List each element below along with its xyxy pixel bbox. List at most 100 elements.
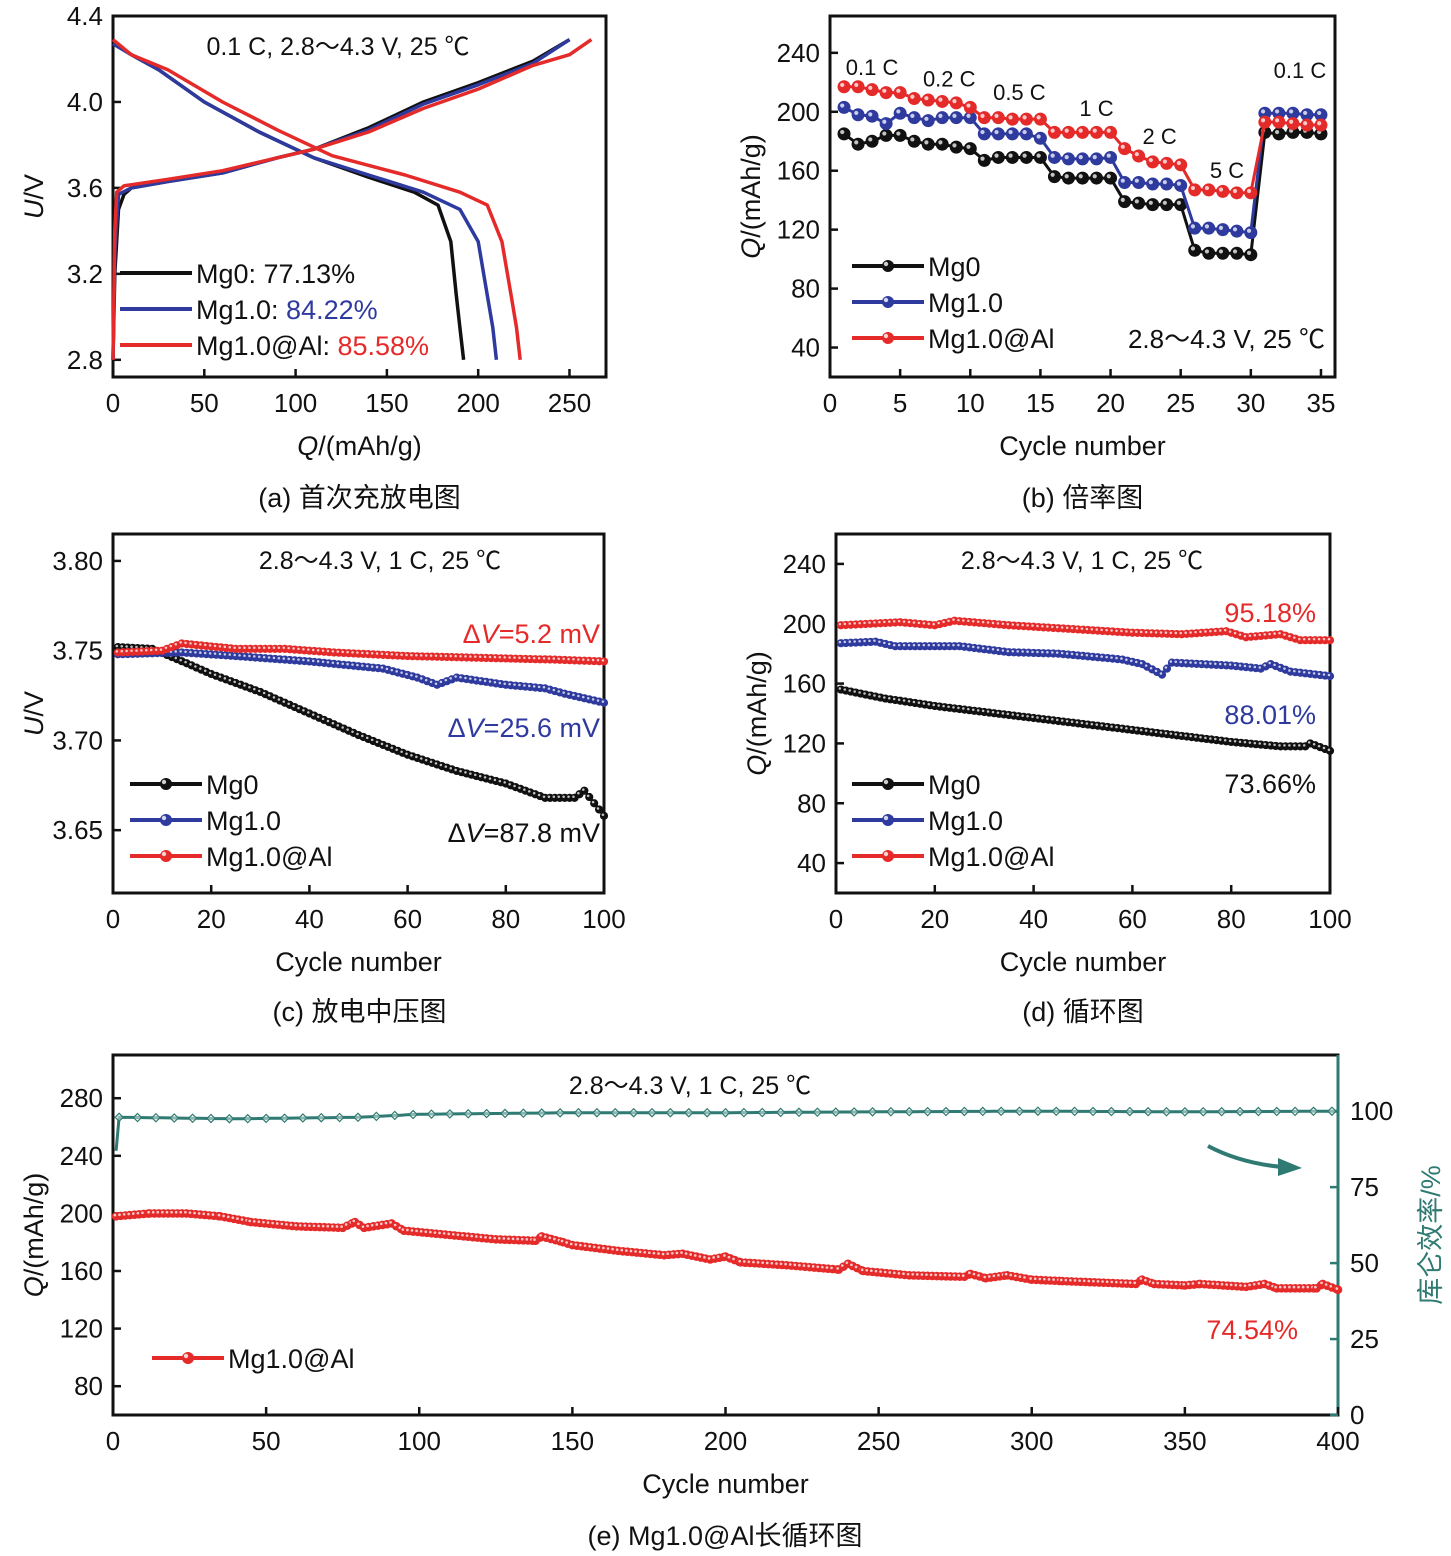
mid-voltage-Mg1.0-point-highlight: [385, 667, 389, 671]
charge-curve-Mg1.0@Al: [111, 38, 593, 360]
capacity-Mg1.0@Al-point-highlight: [1023, 1276, 1026, 1279]
x-tick-label: 100: [274, 388, 317, 418]
mid-voltage-Mg1.0-point-highlight: [434, 682, 438, 685]
capacity-Mg1.0@Al-point-highlight: [1165, 1282, 1169, 1285]
mid-voltage-Mg1.0-point-highlight: [297, 658, 300, 661]
cycling-Mg1.0-point-highlight: [1199, 661, 1202, 665]
x-tick-label: 0: [106, 904, 120, 934]
capacity-Mg1.0@Al-point-highlight: [1174, 1282, 1178, 1286]
cycling-Mg1.0-point-highlight: [976, 646, 980, 649]
rate-Mg1.0@Al-point-highlight: [896, 88, 901, 93]
legend-label: Mg1.0: [206, 806, 281, 836]
capacity-Mg1.0@Al-point-highlight: [784, 1262, 787, 1266]
coulombic-efficiency-point: [720, 1107, 731, 1118]
mid-voltage-Mg1.0-point-highlight: [459, 675, 462, 679]
mid-voltage-Mg0-point-highlight: [582, 788, 585, 791]
mid-voltage-Mg1.0-point-highlight: [370, 665, 374, 668]
capacity-Mg1.0@Al-point-highlight: [285, 1223, 288, 1226]
y-tick-label: 280: [60, 1083, 103, 1113]
capacity-Mg1.0@Al-point-highlight: [1202, 1281, 1205, 1285]
capacity-Mg1.0@Al-point-highlight: [850, 1263, 853, 1267]
cycling-Mg0-point-highlight: [1075, 721, 1079, 724]
x-tick-label: 60: [1118, 904, 1147, 934]
rate-Mg1.0@Al-point-highlight: [1162, 159, 1167, 164]
delta-v-label: ΔV=25.6 mV: [448, 713, 600, 743]
mid-voltage-Mg0-point-highlight: [537, 793, 541, 797]
rate-Mg1.0@Al-point-highlight: [994, 113, 999, 118]
mid-voltage-Mg1.0@Al-point-highlight: [567, 657, 570, 661]
cycling-Mg0-point-highlight: [1036, 716, 1039, 719]
rate-Mg1.0@Al-point-highlight: [1106, 128, 1111, 133]
capacity-Mg1.0@Al-point-highlight: [465, 1234, 469, 1237]
capacity-Mg1.0@Al-point-highlight: [1018, 1275, 1022, 1278]
capacity-Mg1.0@Al-point-highlight: [723, 1254, 726, 1257]
capacity-Mg1.0@Al-point-highlight: [732, 1257, 735, 1261]
capacity-Mg1.0@Al-point-highlight: [920, 1273, 924, 1276]
cycling-Mg0-point-highlight: [1179, 733, 1182, 737]
mid-voltage-Mg0-point-highlight: [174, 656, 178, 660]
mid-voltage-Mg1.0-point-highlight: [361, 664, 364, 667]
x-axis-label: Cycle number: [275, 947, 442, 977]
coulombic-efficiency-point: [224, 1113, 235, 1124]
capacity-Mg1.0@Al-point-highlight: [211, 1213, 215, 1216]
cycling-Mg1.0@Al-point-highlight: [1135, 630, 1138, 634]
capacity-Mg1.0@Al-point-highlight: [821, 1265, 824, 1269]
mid-voltage-Mg0-point: [585, 792, 594, 802]
cycling-Mg1.0@Al-point-highlight: [922, 622, 926, 625]
rate-Mg1.0@Al-point: [1188, 183, 1202, 197]
mid-voltage-Mg1.0-point-highlight: [272, 656, 276, 660]
rate-Mg1.0@Al-point-highlight: [1289, 119, 1294, 124]
legend-series-name: Mg1.0@Al: [228, 1344, 354, 1374]
capacity-Mg1.0@Al-point-highlight: [352, 1219, 356, 1223]
rate-Mg0-point-highlight: [1204, 249, 1210, 254]
mid-voltage-Mg1.0-point-highlight: [454, 675, 457, 678]
mid-voltage-Mg1.0-point-highlight: [179, 650, 182, 653]
cycling-Mg0-point-highlight: [1026, 715, 1029, 718]
cycling-Mg0-point-highlight: [1204, 736, 1207, 740]
rate-Mg1.0-point-highlight: [1078, 155, 1083, 160]
mid-voltage-Mg0-point-highlight: [213, 673, 217, 676]
mid-voltage-Mg0-point-highlight: [552, 795, 556, 799]
rate-Mg1.0@Al-point-highlight: [1050, 128, 1055, 133]
x-tick-label: 20: [920, 904, 949, 934]
cycling-Mg1.0-point-highlight: [1273, 663, 1276, 667]
cycling-Mg0-point-highlight: [902, 699, 906, 702]
cycling-Mg1.0@Al-point-highlight: [957, 618, 960, 622]
condition-label: 2.8～4.3 V, 1 C, 25 ℃: [569, 1072, 811, 1100]
capacity-Mg1.0@Al-point-highlight: [136, 1211, 140, 1215]
capacity-Mg1.0@Al-point-highlight: [647, 1251, 651, 1255]
capacity-Mg1.0@Al-point-highlight: [156, 1210, 160, 1214]
cycling-Mg1.0@Al-point-highlight: [888, 620, 891, 623]
mid-voltage-Mg1.0@Al-point-highlight: [493, 655, 497, 659]
legend-marker-highlight: [883, 851, 889, 857]
capacity-Mg1.0@Al-point-highlight: [860, 1268, 864, 1272]
rate-Mg1.0@Al-point-highlight: [882, 88, 887, 93]
legend-marker-highlight: [883, 261, 889, 267]
rate-Mg1.0-point: [851, 108, 865, 122]
rate-Mg1.0-point-highlight: [924, 116, 929, 121]
mid-voltage-Mg1.0-point-highlight: [331, 661, 335, 665]
legend-marker-highlight: [883, 297, 889, 303]
capacity-Mg1.0@Al-point-highlight: [611, 1247, 614, 1251]
capacity-Mg1.0@Al-point-highlight: [915, 1273, 919, 1276]
cycling-Mg0-point-highlight: [1139, 728, 1143, 732]
capacity-Mg1.0@Al-point-highlight: [147, 1210, 150, 1214]
rate-Mg0-point-highlight: [1218, 249, 1224, 254]
x-tick-label: 400: [1316, 1426, 1359, 1456]
rate-Mg1.0-point-highlight: [1092, 155, 1097, 160]
rate-Mg1.0-point: [1019, 127, 1033, 141]
cycling-Mg0-point-highlight: [1149, 730, 1153, 733]
coulombic-efficiency-point: [1124, 1106, 1135, 1117]
capacity-Mg1.0@Al-point-highlight: [1069, 1278, 1072, 1282]
x-tick-label: 250: [548, 388, 591, 418]
mid-voltage-Mg1.0@Al-point-highlight: [336, 650, 340, 653]
mid-voltage-Mg1.0@Al-point-highlight: [228, 646, 232, 649]
cycling-Mg1.0@Al-point-highlight: [863, 621, 866, 625]
coulombic-efficiency-point: [1290, 1106, 1300, 1117]
rate-Mg0-point: [963, 142, 977, 156]
capacity-Mg1.0@Al-point-highlight: [816, 1265, 820, 1269]
capacity-Mg1.0@Al-point-highlight: [1144, 1278, 1147, 1282]
capacity-Mg1.0@Al-point-highlight: [236, 1217, 239, 1220]
coulombic-efficiency-point: [1161, 1106, 1172, 1117]
delta-symbol: Δ: [463, 619, 481, 649]
